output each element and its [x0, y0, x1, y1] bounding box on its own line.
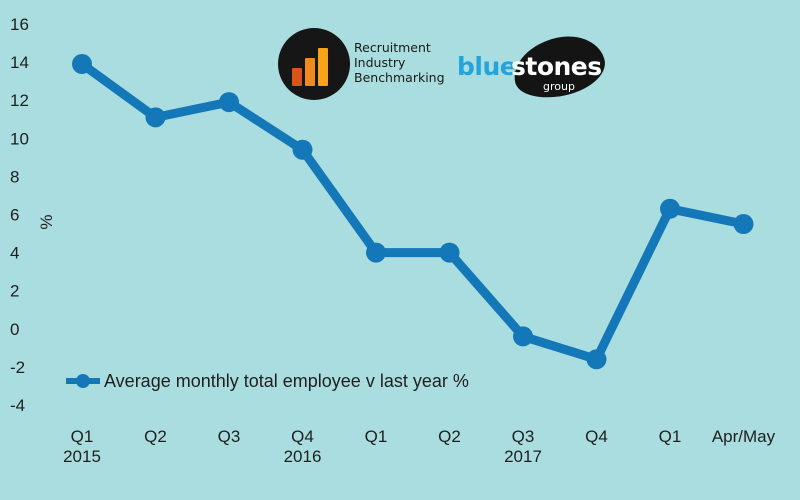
recruitment-industry-benchmarking-logo: Recruitment Industry Benchmarking — [278, 28, 448, 104]
rib-logo-text: Recruitment Industry Benchmarking — [354, 40, 445, 85]
data-point — [292, 139, 313, 160]
y-axis-ticks: 16 14 12 10 8 6 4 2 0 -2 -4 — [10, 15, 29, 415]
data-point — [660, 198, 680, 219]
y-tick-label: 10 — [10, 129, 29, 148]
bluestones-blue-text: blue — [457, 52, 517, 81]
data-point — [513, 326, 533, 347]
bluestones-group-text: group — [543, 80, 575, 93]
series-line — [77, 59, 748, 364]
bar-chart-logo-icon — [278, 28, 350, 100]
x-tick-label: Q2 — [438, 427, 461, 446]
x-year-label: 2016 — [284, 447, 322, 466]
x-year-label: 2017 — [504, 447, 542, 466]
x-tick-label: Q1 — [71, 427, 94, 446]
x-tick-label: Q1 — [659, 427, 682, 446]
y-tick-label: 0 — [10, 320, 19, 339]
legend: Average monthly total employee v last ye… — [66, 371, 469, 391]
bluestones-stones-text: stones — [511, 52, 602, 81]
data-point — [733, 214, 754, 235]
legend-label: Average monthly total employee v last ye… — [104, 371, 469, 391]
y-tick-label: 8 — [10, 167, 19, 186]
y-tick-label: -2 — [10, 358, 25, 377]
y-tick-label: -4 — [10, 396, 25, 415]
y-tick-label: 2 — [10, 282, 19, 301]
x-year-label: 2015 — [63, 447, 101, 466]
x-tick-label: Q1 — [365, 427, 388, 446]
y-tick-label: 12 — [10, 91, 29, 110]
y-axis-label: % — [37, 214, 56, 229]
data-point — [439, 242, 460, 263]
y-tick-label: 6 — [10, 206, 19, 225]
data-point — [219, 92, 239, 113]
x-tick-label: Q4 — [585, 427, 608, 446]
y-tick-label: 16 — [10, 15, 29, 34]
bluestones-group-logo: blue stones group — [455, 29, 611, 105]
series-layer — [72, 54, 754, 370]
data-point — [72, 54, 92, 75]
x-tick-label: Q2 — [144, 427, 167, 446]
data-point — [366, 242, 386, 263]
data-point — [145, 107, 166, 128]
y-tick-label: 14 — [10, 53, 29, 72]
y-tick-label: 4 — [10, 244, 19, 263]
x-tick-label: Q4 — [291, 427, 314, 446]
x-tick-label: Apr/May — [712, 427, 776, 446]
x-tick-label: Q3 — [218, 427, 241, 446]
legend-swatch-marker — [76, 374, 90, 388]
data-point — [586, 349, 607, 370]
x-tick-label: Q3 — [512, 427, 535, 446]
